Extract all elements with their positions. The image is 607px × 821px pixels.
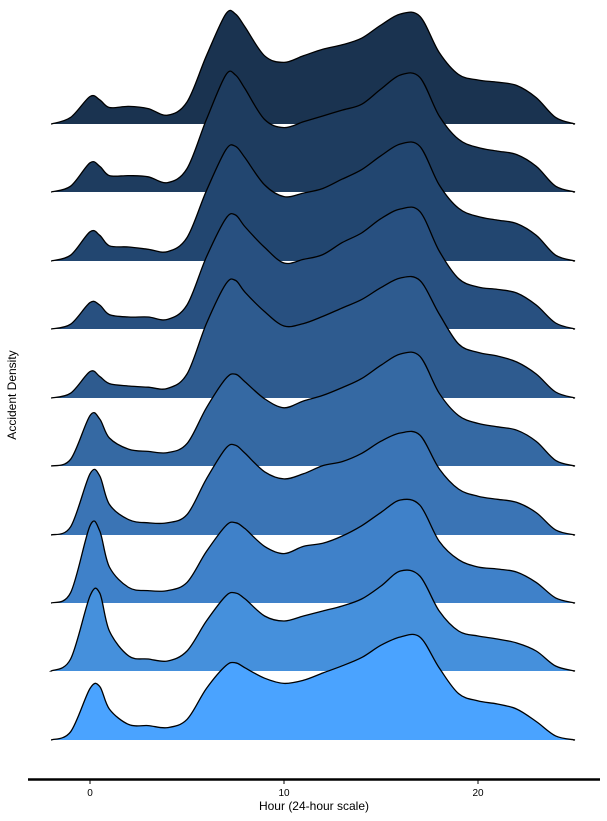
ridge-area-4 [51, 431, 575, 535]
ridge-2 [48, 569, 576, 672]
x-tick-label-10: 10 [278, 788, 290, 799]
ridge-area-9 [51, 71, 575, 192]
ridge-3 [50, 498, 576, 604]
ridge-10 [50, 9, 576, 125]
ridge-outline-6 [51, 275, 576, 399]
ridge-area-5 [51, 352, 575, 466]
ridge-outline-9 [51, 70, 576, 193]
ridge-area-10 [51, 10, 575, 124]
ridge-area-7 [51, 207, 575, 329]
ridge-outline-8 [51, 141, 576, 262]
ridge-outline-2 [48, 569, 576, 672]
ridge-9 [51, 70, 576, 193]
ridge-area-8 [51, 141, 575, 261]
ridge-5 [50, 351, 576, 467]
y-axis-title: Accident Density [5, 350, 19, 439]
ridge-area-2 [51, 570, 575, 671]
ridge-1 [50, 633, 576, 741]
x-axis-ticks: 0 10 20 [87, 780, 484, 799]
ridge-4 [50, 430, 576, 536]
x-axis-title: Hour (24-hour scale) [259, 799, 369, 813]
ridge-outline-1 [50, 633, 576, 741]
x-tick-label-20: 20 [472, 788, 484, 799]
ridge-6 [51, 275, 576, 399]
ridge-outline-4 [50, 430, 576, 536]
ridge-outline-7 [51, 206, 576, 330]
ridge-8 [51, 141, 576, 262]
ridge-outline-3 [50, 498, 576, 604]
x-tick-label-0: 0 [87, 788, 93, 799]
ridge-outline-10 [50, 9, 576, 125]
ridges [48, 9, 576, 741]
ridge-7 [51, 206, 576, 330]
ridge-area-1 [51, 634, 575, 740]
ridge-area-3 [51, 499, 575, 603]
ridge-outline-5 [50, 351, 576, 467]
ridge-area-6 [51, 276, 575, 398]
